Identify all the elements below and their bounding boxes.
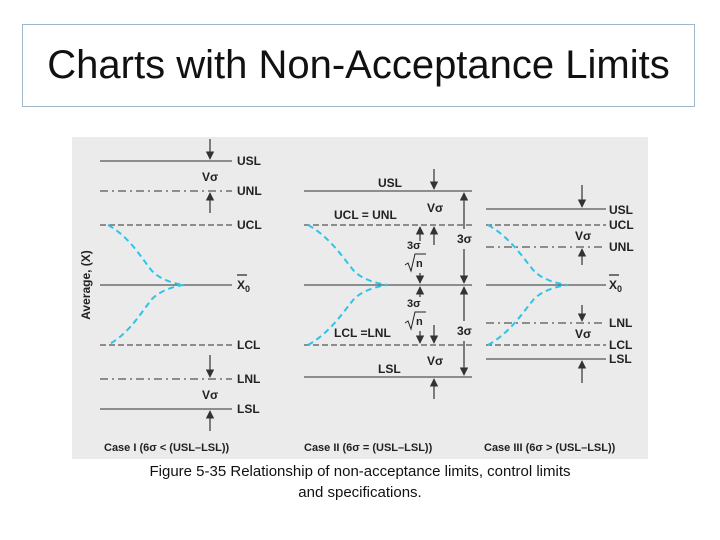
case1-x0-label: X0 xyxy=(237,278,250,294)
case3-curve xyxy=(487,224,569,346)
case3-unl-label: UNL xyxy=(609,240,634,254)
case3-x0-label: X0 xyxy=(609,278,622,294)
case2-three-sigma-top: 3σ xyxy=(457,232,472,246)
case3-lnl-label: LNL xyxy=(609,316,632,330)
case3-caption: Case III (6σ > (USL–LSL)) xyxy=(484,442,616,454)
case2-ucl-unl-label: UCL = UNL xyxy=(334,208,397,222)
case1-v-sigma-top: Vσ xyxy=(202,170,218,184)
case1-caption: Case I (6σ < (USL–LSL)) xyxy=(104,442,230,454)
case2-v-sigma-top: Vσ xyxy=(427,201,443,215)
slide-title: Charts with Non-Acceptance Limits xyxy=(22,24,695,107)
case1-ucl-label: UCL xyxy=(237,218,262,232)
figure-caption-line2: and specifications. xyxy=(298,484,422,501)
case2-root-sign-top xyxy=(404,253,426,273)
case2-three-sigma-bottom: 3σ xyxy=(457,324,472,338)
case2-lcl-lnl-label: LCL =LNL xyxy=(334,326,391,340)
case1-curve xyxy=(107,224,185,346)
y-axis-label: Average, (X) xyxy=(79,250,93,320)
case2-usl-label: USL xyxy=(378,176,402,190)
case1-usl-label: USL xyxy=(237,154,261,168)
figure-caption: Figure 5-35 Relationship of non-acceptan… xyxy=(110,461,610,503)
case2-caption: Case II (6σ = (USL–LSL)) xyxy=(304,442,433,454)
case3-ucl-label: UCL xyxy=(609,218,634,232)
case2-group: USL UCL = UNL LCL =LNL LSL Vσ Vσ 3σ n 3σ… xyxy=(304,169,472,454)
case1-lcl-label: LCL xyxy=(237,338,260,352)
case2-three-sigma-root-top: 3σ xyxy=(407,240,421,252)
figure-background xyxy=(72,137,648,459)
case2-root-n-bottom: n xyxy=(416,316,423,328)
case3-group: Vσ Vσ USL UCL UNL X0 LNL LCL LSL Case II… xyxy=(484,185,634,454)
case2-root-sign-bottom xyxy=(404,311,426,331)
case2-root-n-top: n xyxy=(416,258,423,270)
case1-v-sigma-bottom: Vσ xyxy=(202,388,218,402)
case2-three-sigma-root-bottom: 3σ xyxy=(407,298,421,310)
case3-lcl-label: LCL xyxy=(609,338,632,352)
limits-diagram: Average, (X) Vσ Vσ USL UNL UCL X0 LCL LN… xyxy=(72,137,648,459)
case2-v-sigma-bottom: Vσ xyxy=(427,354,443,368)
case3-v-sigma-bottom: Vσ xyxy=(575,327,591,341)
case3-lsl-label: LSL xyxy=(609,352,632,366)
case3-v-sigma-top: Vσ xyxy=(575,229,591,243)
case2-curve xyxy=(307,224,389,346)
case1-lnl-label: LNL xyxy=(237,372,260,386)
case3-usl-label: USL xyxy=(609,203,633,217)
figure-caption-line1: Figure 5-35 Relationship of non-acceptan… xyxy=(149,463,571,480)
case1-lsl-label: LSL xyxy=(237,402,260,416)
case1-unl-label: UNL xyxy=(237,184,262,198)
case1-group: Vσ Vσ USL UNL UCL X0 LCL LNL LSL Case I … xyxy=(100,139,262,454)
case2-lsl-label: LSL xyxy=(378,362,401,376)
